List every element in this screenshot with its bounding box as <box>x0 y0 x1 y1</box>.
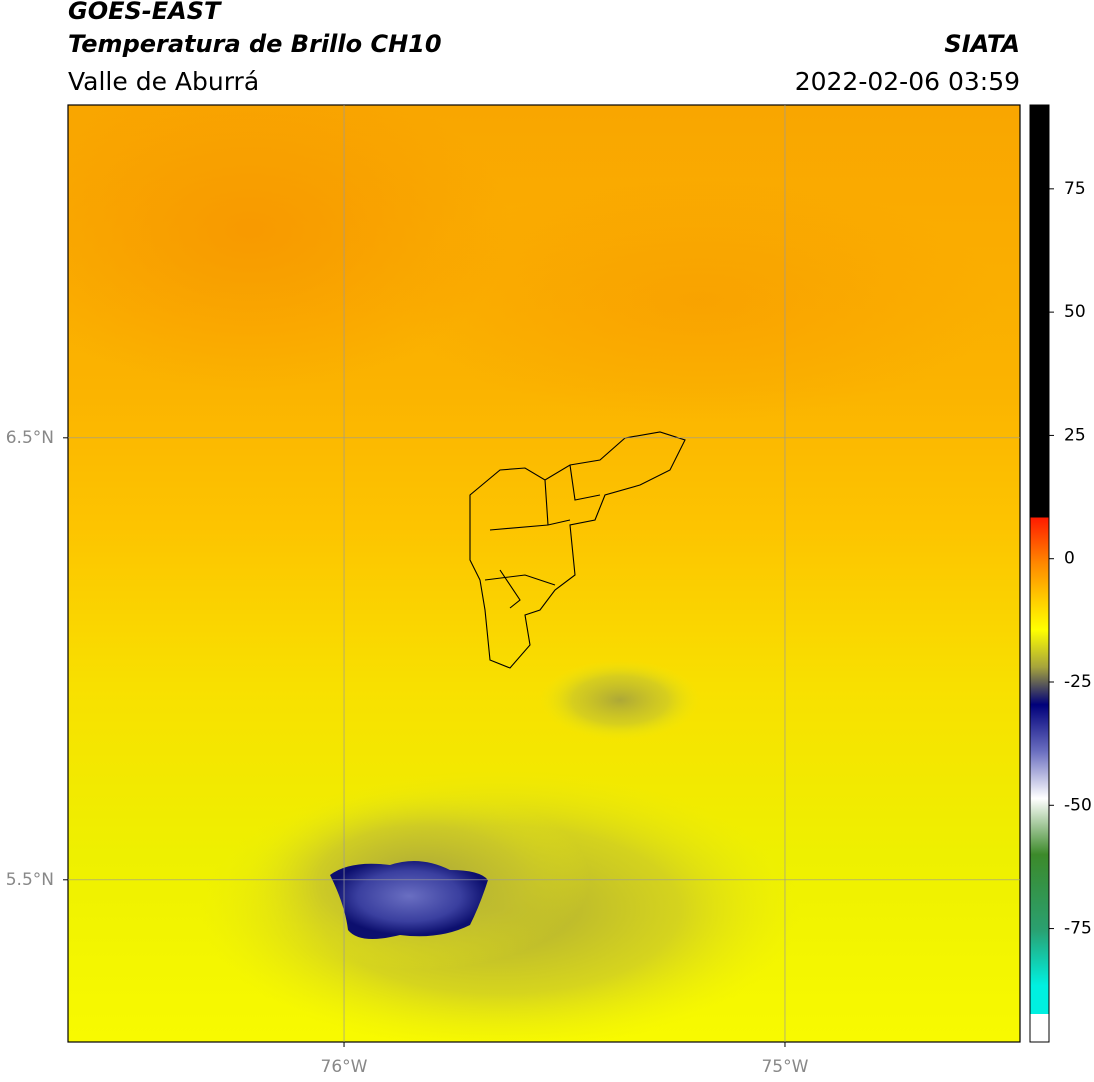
colorbar-tick-label: -75 <box>1064 919 1092 939</box>
y-tick-label: 6.5°N <box>6 428 54 448</box>
x-tick-label: 76°W <box>321 1057 368 1077</box>
y-tick-label: 5.5°N <box>6 870 54 890</box>
colorbar <box>1029 104 1050 1043</box>
region: Valle de Aburrá <box>68 67 259 96</box>
colorbar-tick-label: -25 <box>1064 672 1092 692</box>
colorbar-tick-label: -50 <box>1064 795 1092 815</box>
source: SIATA <box>944 30 1020 58</box>
title: GOES-EAST <box>68 0 222 25</box>
colorbar-tick-label: 75 <box>1064 179 1086 199</box>
map-frame <box>67 104 1021 1043</box>
x-tick-label: 75°W <box>761 1057 808 1077</box>
subtitle: Temperatura de Brillo CH10 <box>68 30 442 58</box>
datetime: 2022-02-06 03:59 <box>795 67 1020 96</box>
colorbar-tick-label: 25 <box>1064 425 1086 445</box>
colorbar-tick-label: 50 <box>1064 302 1086 322</box>
colorbar-tick-label: 0 <box>1064 549 1075 569</box>
region-outline <box>469 431 686 669</box>
satellite-image <box>68 105 1020 1042</box>
